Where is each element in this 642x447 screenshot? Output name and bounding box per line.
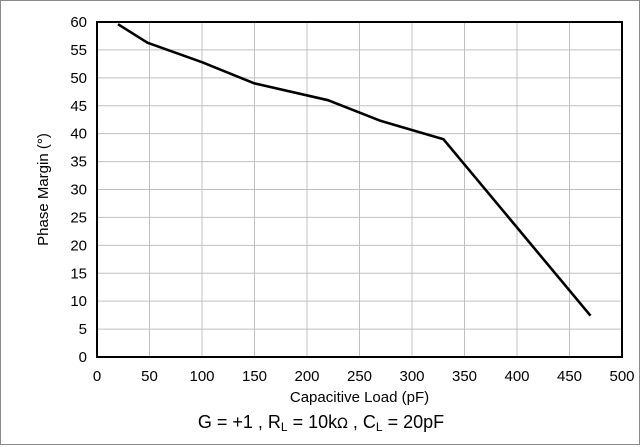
x-tick-label: 450 — [557, 368, 582, 385]
y-tick-label: 0 — [79, 349, 87, 366]
x-tick-label: 100 — [189, 368, 214, 385]
x-tick-label: 400 — [504, 368, 529, 385]
series-group — [117, 23, 592, 317]
y-tick-label: 55 — [70, 42, 87, 59]
rl-value: = 10k — [287, 412, 338, 432]
cl-value: = 20pF — [382, 412, 445, 432]
test-conditions: G = +1 , RL = 10kΩ , CL = 20pF — [0, 412, 642, 434]
ohm-symbol: Ω — [337, 416, 348, 432]
cl-subscript: L — [375, 420, 383, 434]
y-tick-label: 25 — [70, 209, 87, 226]
x-tick-label: 300 — [399, 368, 424, 385]
x-tick-label: 150 — [242, 368, 267, 385]
y-tick-label: 5 — [79, 321, 87, 338]
y-axis-label: Phase Margin (°) — [35, 133, 52, 246]
series-line-0 — [117, 23, 592, 317]
y-tick-label: 35 — [70, 154, 87, 171]
x-tick-labels: 0 50 100 150 200 250 300 350 400 450 500 — [93, 368, 635, 385]
y-tick-label: 50 — [70, 70, 87, 87]
rl-subscript: L — [280, 420, 288, 434]
y-tick-label: 30 — [70, 182, 87, 199]
x-tick-label: 350 — [452, 368, 477, 385]
gain-text: G = +1 , R — [197, 412, 281, 432]
x-tick-label: 500 — [609, 368, 634, 385]
x-tick-label: 50 — [141, 368, 158, 385]
y-tick-labels: 0 5 10 15 20 25 30 35 40 45 50 55 60 — [70, 14, 87, 366]
separator-text: , C — [347, 412, 376, 432]
y-tick-label: 15 — [70, 265, 87, 282]
y-tick-label: 60 — [70, 14, 87, 31]
y-tick-label: 20 — [70, 237, 87, 254]
y-tick-label: 45 — [70, 98, 87, 115]
x-tick-label: 0 — [93, 368, 101, 385]
plot-area-border — [96, 21, 623, 358]
x-tick-label: 200 — [294, 368, 319, 385]
x-axis-label: Capacitive Load (pF) — [290, 389, 429, 406]
grid — [97, 22, 622, 357]
y-tick-label: 40 — [70, 126, 87, 143]
y-tick-label: 10 — [70, 293, 87, 310]
x-tick-label: 250 — [347, 368, 372, 385]
